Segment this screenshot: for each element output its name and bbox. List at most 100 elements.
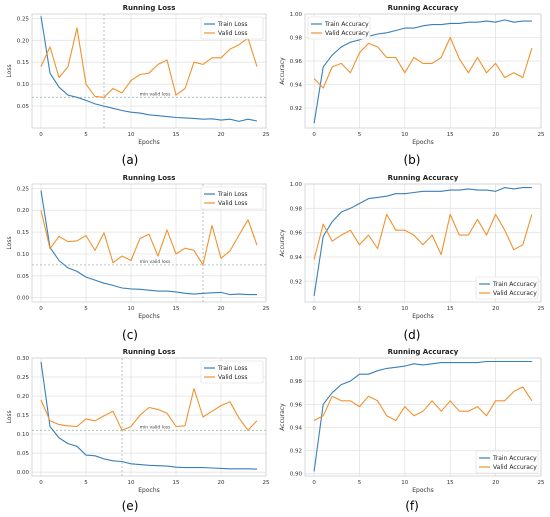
x-tick-label: 5 <box>84 306 88 312</box>
plot-frame <box>31 183 267 303</box>
chart-f: 0 5 10 15 20 25 0.90 0.92 0.94 0.96 0.98 1.00 Runnin… <box>279 348 545 513</box>
series-line-valid <box>40 387 258 431</box>
y-axis-label: Loss <box>6 64 13 77</box>
min-valid-loss-label: min valid loss <box>140 424 171 430</box>
panel-label: (a) <box>122 153 139 167</box>
legend-label: Valid Accuracy <box>325 30 369 37</box>
legend-label: Valid Loss <box>218 30 248 37</box>
x-tick-label: 25 <box>263 132 270 138</box>
chart-title: Running Loss <box>123 348 176 356</box>
x-tick-label: 20 <box>492 132 499 138</box>
chart-title: Running Accuracy <box>388 174 459 182</box>
y-tick-label: 0.05 <box>17 274 30 280</box>
y-tick-label: 0.92 <box>290 106 302 112</box>
x-axis-label: Epochs <box>138 139 160 146</box>
panel-label: (f) <box>405 499 419 513</box>
x-axis-label: Epochs <box>138 487 160 494</box>
x-tick-label: 15 <box>173 480 180 486</box>
y-tick-label: 0.05 <box>17 451 30 457</box>
plot-frame <box>304 357 542 477</box>
y-tick-label: 0.94 <box>290 255 303 261</box>
y-tick-label: 0.90 <box>290 472 303 478</box>
y-tick-label: 0.20 <box>17 394 30 400</box>
x-tick-label: 10 <box>401 132 408 138</box>
y-tick-label: 0.98 <box>290 379 303 385</box>
x-tick-label: 10 <box>401 306 408 312</box>
x-tick-label: 5 <box>358 132 362 138</box>
x-tick-label: 15 <box>447 132 454 138</box>
min-valid-loss-label: min valid loss <box>140 259 171 265</box>
x-tick-label: 0 <box>39 306 43 312</box>
x-tick-label: 20 <box>218 132 225 138</box>
legend: Train Accuracy Valid Accuracy <box>475 450 539 474</box>
y-tick-label: 1.00 <box>290 182 303 188</box>
x-tick-label: 10 <box>401 480 408 486</box>
legend: Train Accuracy Valid Accuracy <box>307 16 371 40</box>
y-axis-label: Accuracy <box>279 57 286 85</box>
legend-label: Train Accuracy <box>324 21 369 28</box>
y-tick-label: 0.98 <box>290 36 303 42</box>
chart-a: 0 5 10 15 20 25 0.05 0.10 0.15 0.20 0.25 min valid … <box>6 4 270 167</box>
series-line-valid <box>40 27 258 98</box>
x-tick-label: 5 <box>358 306 362 312</box>
plot-frame <box>304 13 542 129</box>
x-tick-label: 5 <box>84 480 88 486</box>
legend-label: Valid Loss <box>218 374 248 381</box>
x-tick-label: 20 <box>218 306 225 312</box>
x-tick-label: 25 <box>538 132 545 138</box>
y-axis-label: Loss <box>6 410 13 423</box>
series-line-valid <box>313 386 533 422</box>
legend-label: Valid Loss <box>218 200 248 207</box>
plot-frame <box>31 13 267 129</box>
y-tick-label: 0.15 <box>17 60 30 66</box>
y-tick-label: 0.92 <box>290 449 302 455</box>
panel-label: (b) <box>404 153 421 167</box>
x-tick-label: 15 <box>447 306 454 312</box>
series-line-train <box>313 19 532 124</box>
series-line-train <box>313 360 532 472</box>
y-tick-label: 0.98 <box>290 206 303 212</box>
y-tick-label: 0.00 <box>17 296 30 302</box>
y-tick-label: 0.20 <box>17 38 30 44</box>
y-tick-label: 0.94 <box>290 83 303 89</box>
legend: Train Loss Valid Loss <box>200 360 264 384</box>
y-tick-label: 0.96 <box>290 402 303 408</box>
series-line-train <box>40 361 258 470</box>
x-axis-label: Epochs <box>412 139 434 146</box>
x-tick-label: 5 <box>84 132 88 138</box>
legend-box <box>475 276 539 300</box>
legend: Train Loss Valid Loss <box>200 186 264 210</box>
min-valid-loss-label: min valid loss <box>140 91 171 97</box>
legend-box <box>200 186 264 210</box>
series-line-valid <box>313 213 533 260</box>
chart-title: Running Accuracy <box>388 4 459 12</box>
plot-frame <box>304 183 542 303</box>
y-tick-label: 0.96 <box>290 59 303 65</box>
x-axis-label: Epochs <box>412 487 434 494</box>
plot-frame <box>31 357 267 477</box>
x-axis-label: Epochs <box>138 313 160 320</box>
series-line-train <box>313 187 532 296</box>
x-tick-label: 0 <box>39 132 43 138</box>
legend-label: Train Accuracy <box>492 455 537 462</box>
x-tick-label: 15 <box>173 132 180 138</box>
y-tick-label: 0.25 <box>17 186 30 192</box>
legend-label: Train Loss <box>217 191 247 198</box>
y-tick-label: 0.96 <box>290 231 303 237</box>
x-tick-label: 5 <box>358 480 362 486</box>
legend-label: Valid Accuracy <box>493 464 537 471</box>
x-tick-label: 0 <box>312 132 316 138</box>
legend-box <box>200 360 264 384</box>
chart-c: 0 5 10 15 20 25 0.00 0.05 0.10 0.15 0.20 0.25 min va… <box>6 174 270 342</box>
x-tick-label: 10 <box>128 132 135 138</box>
legend: Train Accuracy Valid Accuracy <box>475 276 539 300</box>
y-tick-label: 0.15 <box>17 413 30 419</box>
x-tick-label: 15 <box>173 306 180 312</box>
y-axis-label: Loss <box>6 236 13 249</box>
y-tick-label: 0.30 <box>17 356 30 362</box>
series-line-valid <box>40 210 258 266</box>
x-tick-label: 0 <box>312 306 316 312</box>
y-tick-label: 1.00 <box>290 12 303 18</box>
y-tick-label: 0.94 <box>290 425 303 431</box>
